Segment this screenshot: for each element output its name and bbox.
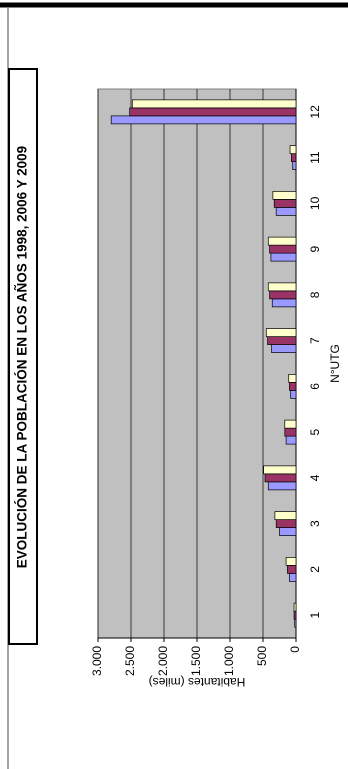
bar: [264, 473, 297, 483]
bar: [269, 244, 297, 254]
bar: [284, 427, 297, 437]
title-box: [8, 68, 38, 645]
bar: [279, 527, 297, 536]
y-tick-label: 500: [255, 646, 269, 666]
bar: [289, 573, 297, 582]
bar: [110, 115, 297, 125]
x-tick-label: 7: [308, 337, 322, 344]
bar: [284, 419, 297, 429]
x-tick-label: 12: [308, 105, 322, 119]
bar: [275, 519, 297, 528]
chart: EVOLUCIÓN DE LA POBLACIÓN EN LOS AÑOS 19…: [8, 68, 342, 689]
bar: [292, 161, 297, 170]
x-tick-label: 4: [308, 474, 322, 481]
bar: [269, 290, 297, 300]
bar: [289, 382, 297, 391]
bar: [293, 610, 297, 620]
bar: [267, 336, 297, 345]
y-tick-label: 2.500: [123, 646, 137, 676]
bar: [272, 191, 297, 200]
bar: [294, 618, 297, 628]
bar: [293, 602, 297, 612]
bar: [271, 298, 297, 308]
bar: [271, 344, 297, 353]
x-tick-label: 8: [308, 291, 322, 298]
y-tick-label: 1.000: [222, 646, 236, 676]
x-tick-label: 11: [308, 151, 322, 164]
bar: [285, 435, 297, 445]
x-tick-label: 2: [308, 566, 322, 573]
bar: [265, 328, 297, 337]
chart-title: EVOLUCIÓN DE LA POBLACIÓN EN LOS AÑOS 19…: [15, 146, 30, 568]
y-tick-label: 3.000: [90, 646, 104, 676]
x-tick-label: 3: [308, 520, 322, 527]
x-tick-label: 1: [308, 611, 322, 618]
y-tick-label: 1.500: [189, 646, 203, 676]
bar: [274, 511, 297, 520]
bar: [129, 107, 297, 117]
bar: [287, 565, 297, 574]
bar: [270, 252, 297, 262]
y-axis-title: Habitantes (miles): [149, 675, 246, 689]
bar: [263, 465, 297, 475]
x-tick-label: 6: [308, 383, 322, 390]
bar: [267, 481, 297, 491]
bar: [267, 282, 297, 292]
bar: [290, 390, 297, 399]
y-tick-label: 0: [288, 646, 302, 653]
bar: [267, 236, 297, 246]
bar: [131, 99, 297, 109]
x-tick-label: 10: [308, 196, 322, 210]
x-tick-label: 5: [308, 428, 322, 435]
bar: [291, 153, 297, 162]
x-axis-title: N°UTG: [328, 344, 342, 383]
x-tick-label: 9: [308, 245, 322, 252]
bar: [289, 145, 297, 154]
bar: [288, 374, 297, 383]
y-tick-label: 2.000: [156, 646, 170, 676]
bar: [273, 199, 297, 208]
bar: [285, 557, 297, 566]
bar: [275, 207, 297, 216]
